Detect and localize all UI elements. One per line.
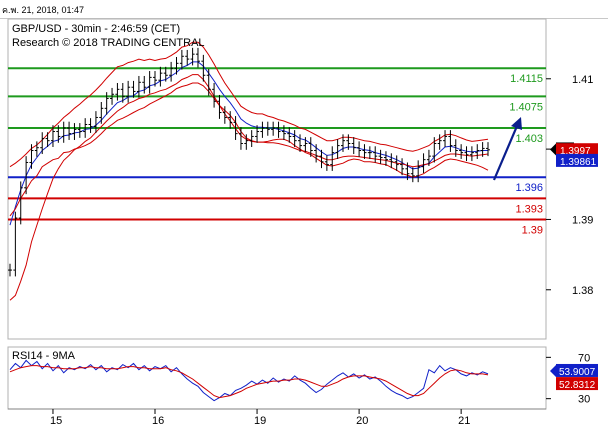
price-series-line-4 (9, 82, 489, 217)
price-tag-label-1: 1.39861 (560, 157, 597, 168)
x-tick-label-0: 15 (50, 415, 62, 427)
rsi-title: RSI14 - 9MA (12, 350, 76, 362)
rsi-series-line-1 (9, 365, 489, 399)
rsi-tick-label-1: 30 (578, 394, 590, 406)
chart-title: GBP/USD - 30min - 2:46:59 (CET) (12, 23, 180, 35)
level-label-2: 1.403 (515, 133, 543, 145)
rsi-pane-frame (7, 346, 547, 410)
timestamp-label: ค.พ. 21, 2018, 01:47 (2, 5, 85, 15)
price-series-layer (8, 41, 490, 301)
projection-arrow (492, 117, 522, 181)
rsi-tag-label-1: 52.8312 (559, 380, 596, 391)
levels-layer: 1.4115 1.4075 1.403 1.396 1.393 1.39 (8, 67, 546, 236)
rsi-tag-1 (556, 377, 598, 391)
price-series-line-2 (9, 41, 489, 168)
rsi-tick-label-0: 70 (578, 352, 590, 364)
price-tag-label-0: 1.3997 (560, 146, 591, 157)
level-label-0: 1.4115 (510, 73, 543, 85)
chart-subtitle: Research © 2018 TRADING CENTRAL (12, 37, 205, 49)
x-tick-label-4: 21 (458, 415, 470, 427)
rsi-tag-label-0: 53.9007 (559, 367, 596, 378)
y-tick-label-3: 1.38 (572, 285, 593, 297)
price-series-line-1 (9, 61, 488, 226)
x-tick-label-3: 20 (356, 415, 368, 427)
price-tag-0 (556, 143, 598, 157)
rsi-tag-0 (556, 363, 598, 377)
rsi-layer (9, 359, 489, 402)
rsi-tag-pointer (550, 364, 556, 377)
price-series-line-3 (9, 74, 489, 301)
rsi-series-line-0 (9, 359, 489, 402)
level-label-1: 1.4075 (509, 101, 543, 113)
price-pane-frame (7, 18, 547, 340)
current-price-pointer (550, 143, 556, 156)
level-label-4: 1.393 (515, 203, 543, 215)
price-tag-1 (556, 153, 598, 167)
y-tick-label-2: 1.39 (572, 214, 593, 226)
y-tick-label-0: 1.41 (572, 74, 593, 86)
x-tick-label-2: 19 (254, 415, 266, 427)
level-label-3: 1.396 (515, 182, 543, 194)
x-tick-label-1: 16 (152, 415, 164, 427)
level-label-5: 1.39 (522, 224, 543, 236)
